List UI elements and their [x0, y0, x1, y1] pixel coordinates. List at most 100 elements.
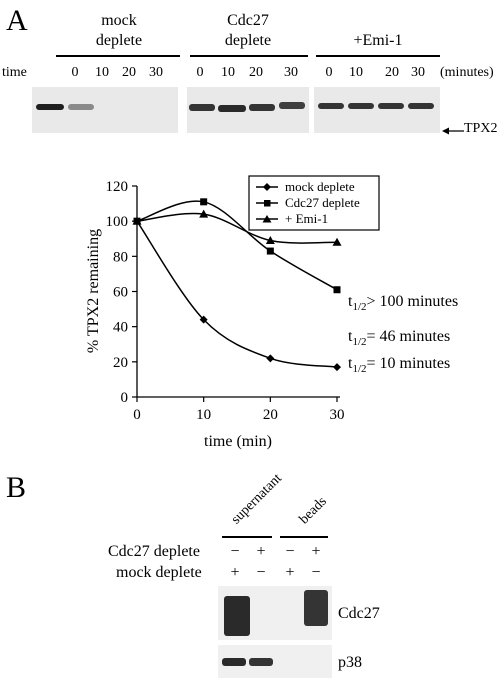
supernatant-rule	[222, 536, 272, 538]
data-point	[266, 354, 275, 363]
gel-strip-cdc27	[187, 87, 309, 133]
time-label: 10	[95, 65, 109, 80]
legend-label: + Emi-1	[285, 211, 328, 226]
gel-strip-mock	[32, 87, 178, 133]
x-tick-label: 30	[330, 407, 345, 423]
tpx2-band	[348, 103, 374, 109]
series-line	[136, 220, 338, 368]
cdc27-band	[304, 590, 328, 626]
cdc27-band	[224, 596, 250, 636]
time-units-label: (minutes)	[440, 65, 494, 80]
data-point	[333, 363, 341, 372]
half-life-annotation: t1/2> 100 minutes	[348, 293, 458, 313]
data-point	[199, 315, 208, 324]
time-label: 0	[325, 65, 333, 80]
diamond-marker-icon	[263, 183, 271, 191]
group-2-line2: deplete	[224, 32, 272, 49]
half-life-annotation: t1/2= 10 minutes	[348, 355, 450, 375]
y-tick-label: 100	[106, 214, 129, 230]
data-point	[266, 247, 274, 255]
group-3-line1: +Emi-1	[353, 32, 403, 49]
tpx2-arrow	[442, 123, 464, 135]
treatment-sign: −	[285, 543, 295, 560]
time-label: 20	[122, 65, 136, 80]
time-label: 0	[196, 65, 204, 80]
group-1-line1: mock	[101, 12, 137, 29]
treatment-sign: +	[230, 564, 240, 581]
x-tick-label: 0	[133, 407, 141, 423]
blot-label-p38: p38	[338, 654, 362, 671]
x-tick-label: 20	[263, 407, 278, 423]
treatment-sign: +	[311, 543, 321, 560]
p38-band	[249, 658, 273, 666]
y-tick-label: 20	[113, 355, 128, 371]
time-label: 30	[149, 65, 163, 80]
y-tick-label: 120	[106, 179, 129, 195]
tpx2-band	[189, 104, 215, 111]
beads-rule	[280, 536, 328, 538]
tpx2-band	[68, 104, 94, 110]
data-point	[200, 198, 208, 206]
time-label: 20	[249, 65, 263, 80]
time-label: 30	[411, 65, 425, 80]
arrow-left-icon	[442, 127, 464, 135]
triangle-marker-icon	[262, 215, 272, 223]
data-point	[199, 209, 209, 218]
time-label: 10	[221, 65, 235, 80]
treatment-sign: +	[285, 564, 295, 581]
series-line	[136, 212, 338, 244]
gel-strip-emi1	[314, 87, 440, 133]
tpx2-degradation-chart: 0 20 40 60 80 100 120 0 10 20 30 time (min) % TPX…	[85, 175, 458, 450]
blot-cdc27	[218, 586, 332, 640]
series-line	[136, 200, 338, 291]
blot-label-cdc27: Cdc27	[338, 605, 380, 622]
x-axis-title: time (min)	[204, 433, 272, 450]
time-label: 20	[385, 65, 399, 80]
treatment-sign: +	[256, 543, 266, 560]
tpx2-band	[378, 103, 404, 109]
time-label: 0	[71, 65, 79, 80]
tpx2-band	[218, 105, 246, 112]
panel-b-letter: B	[6, 471, 27, 504]
legend-entry: mock deplete	[256, 179, 355, 194]
tpx2-band	[36, 104, 64, 110]
treatment-sign: −	[230, 543, 240, 560]
y-tick-label: 60	[113, 285, 128, 301]
tpx2-label: TPX2	[464, 121, 498, 136]
legend-entry: Cdc27 deplete	[256, 195, 360, 210]
half-life-annotation: t1/2= 46 minutes	[348, 328, 450, 348]
legend-entry: + Emi-1	[256, 211, 328, 226]
tpx2-band	[318, 103, 344, 109]
col-group-beads: beads	[296, 494, 330, 528]
tpx2-band	[408, 103, 434, 109]
legend-label: Cdc27 deplete	[285, 195, 360, 210]
data-point	[132, 216, 142, 225]
blot-p38	[218, 645, 332, 678]
legend-label: mock deplete	[285, 179, 355, 194]
col-group-supernatant: supernatant	[228, 471, 285, 528]
treatment-sign: −	[256, 564, 266, 581]
data-point	[333, 286, 341, 294]
square-marker-icon	[264, 200, 271, 207]
time-label: 10	[349, 65, 363, 80]
time-row-label: time	[2, 65, 27, 80]
row-label: Cdc27 deplete	[108, 543, 200, 560]
group-1-line2: deplete	[95, 32, 143, 49]
group-2-rule	[190, 55, 308, 57]
group-2-line1: Cdc27	[227, 12, 269, 29]
y-axis-title: % TPX2 remaining	[85, 229, 102, 353]
y-tick-label: 80	[113, 249, 128, 265]
panel-a-letter: A	[6, 4, 28, 37]
time-label: 30	[284, 65, 298, 80]
p38-band	[222, 658, 246, 666]
data-point	[265, 236, 275, 245]
row-label: mock deplete	[116, 564, 202, 581]
x-tick-label: 10	[196, 407, 211, 423]
y-tick-label: 0	[121, 390, 129, 406]
tpx2-band	[249, 104, 275, 111]
y-tick-label: 40	[113, 320, 128, 336]
group-1-rule	[56, 55, 180, 57]
treatment-sign: −	[311, 564, 321, 581]
data-point	[332, 237, 342, 246]
tpx2-band	[279, 102, 305, 109]
